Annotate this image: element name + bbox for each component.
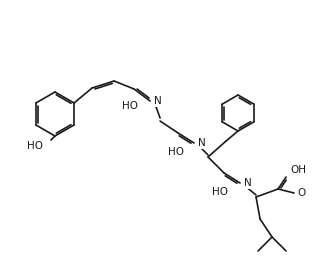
Text: HO: HO <box>122 101 138 111</box>
Text: HO: HO <box>212 187 228 197</box>
Text: HO: HO <box>27 141 43 151</box>
Text: N: N <box>198 138 206 148</box>
Text: HO: HO <box>168 147 184 157</box>
Text: O: O <box>297 188 305 198</box>
Text: OH: OH <box>290 165 306 175</box>
Text: N: N <box>244 178 252 188</box>
Text: N: N <box>154 96 162 106</box>
